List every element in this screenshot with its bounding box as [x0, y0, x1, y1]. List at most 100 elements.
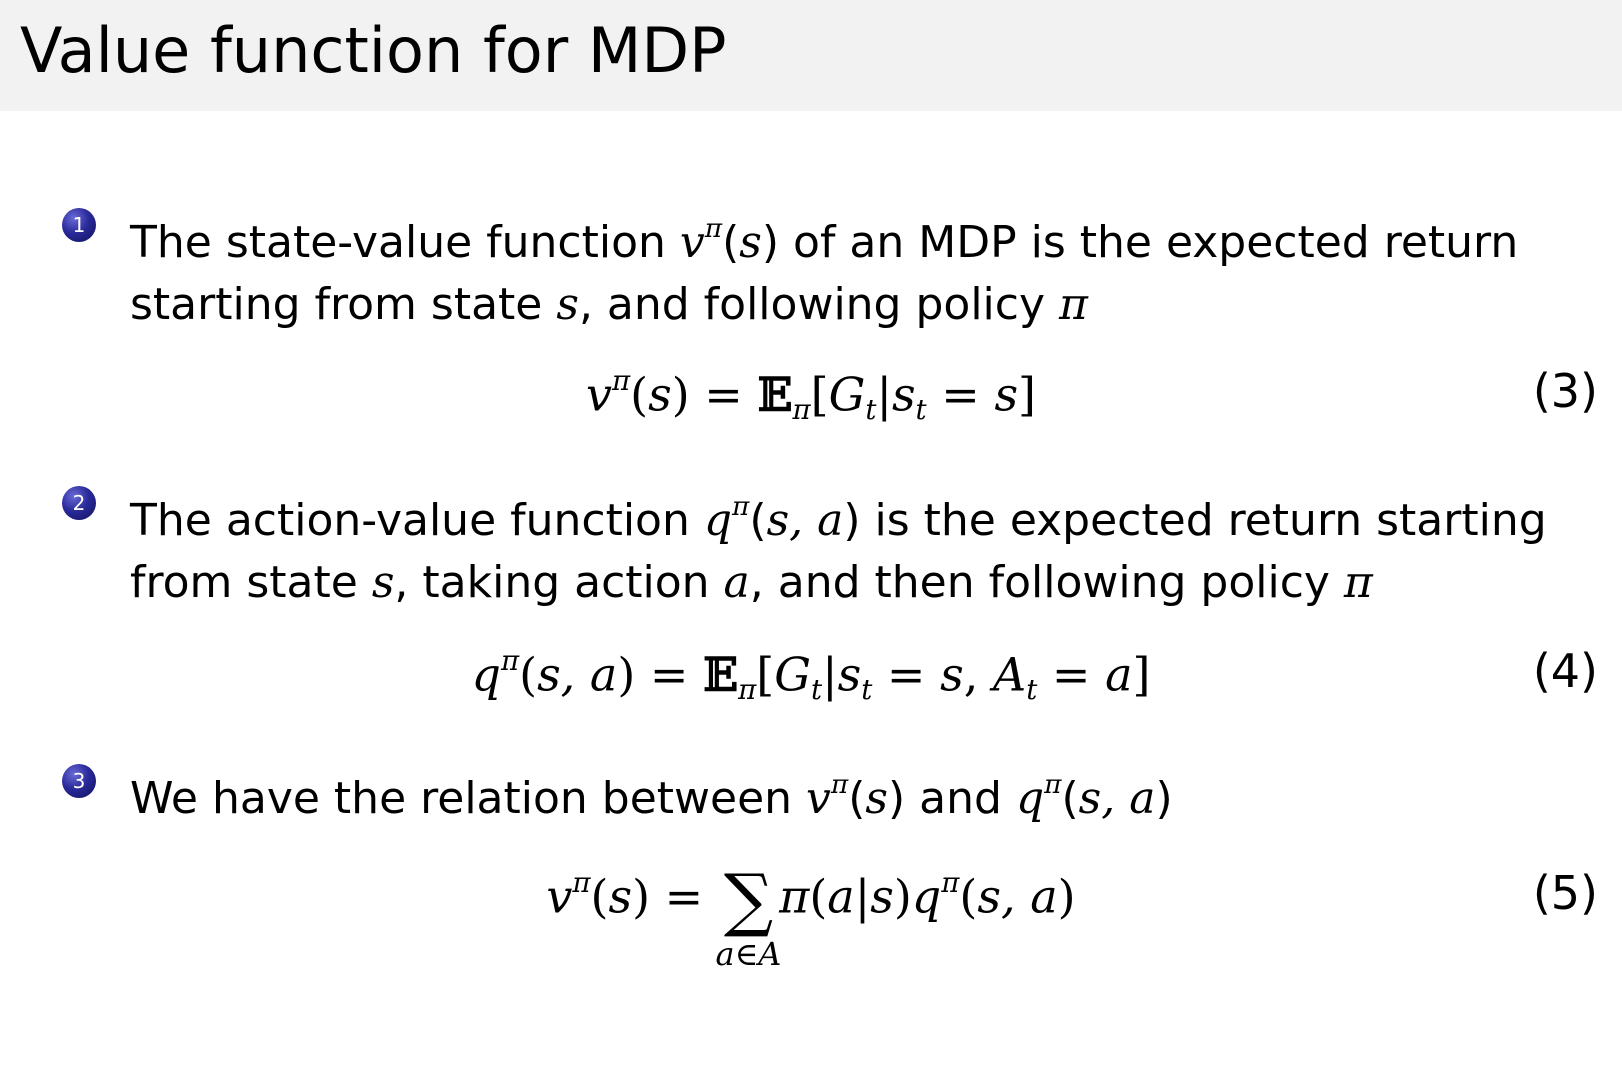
equation-4: qπ(s, a) = 𝔼π[Gt|st = s, At = a] (4) [0, 644, 1622, 706]
equation-token: s [940, 647, 964, 702]
equation-token: ] [1018, 367, 1036, 422]
equation-token: s [891, 367, 916, 422]
equation-number: (3) [1532, 364, 1598, 418]
text-run: , taking action [394, 556, 724, 608]
math-symbol: a [723, 556, 750, 608]
math-symbol: s [371, 556, 395, 608]
math-symbol: π [1058, 278, 1088, 330]
equation-token: ( [630, 367, 649, 422]
summation-subscript: a∈A [715, 935, 782, 974]
text-run: ) [888, 772, 906, 824]
equation-token: 𝔼 [703, 647, 739, 702]
text-run: ( [1061, 772, 1079, 824]
equation-token: | [854, 869, 871, 924]
equation-3: vπ(s) = 𝔼π[Gt|st = s] (3) [0, 364, 1622, 426]
equation-token: s [994, 367, 1019, 422]
equation-number: (5) [1532, 866, 1598, 920]
math-superscript: π [830, 769, 849, 800]
equation-token: π [738, 672, 757, 706]
text-run: The action-value function [130, 494, 704, 546]
equation-token: s, a [537, 647, 618, 702]
equation-token: ( [959, 869, 978, 924]
equation-token: ) = [671, 367, 758, 422]
equation-token: π [779, 869, 810, 924]
equation-token: [ [756, 647, 775, 702]
equation-token: a [1105, 647, 1133, 702]
equation-token: q [471, 647, 501, 702]
equation-token: ( [519, 647, 538, 702]
equation-token: G [774, 647, 811, 702]
equation-token: ) [893, 869, 912, 924]
item-text-line: starting from state s, and following pol… [130, 274, 1570, 336]
equation-token: = [1037, 647, 1106, 702]
equation-token: s [608, 869, 633, 924]
text-run: ( [749, 494, 767, 546]
equation-number: (4) [1532, 644, 1598, 698]
text-run: The state-value function [130, 216, 680, 268]
slide-header: Value function for MDP [0, 0, 1622, 111]
equation-token: t [811, 672, 823, 706]
equation-token: π [572, 866, 591, 899]
equation-token: s, a [977, 869, 1058, 924]
text-run: ) [843, 494, 861, 546]
math-superscript: π [732, 491, 750, 522]
item-text-line: We have the relation between vπ(s) and q… [130, 754, 1570, 830]
bullet-number-icon: 1 [62, 208, 96, 242]
equation-token: a [827, 869, 855, 924]
equation-token: t [1026, 672, 1038, 706]
text-run: is the expected return starting [860, 494, 1547, 546]
math-symbol: s [739, 216, 762, 268]
math-symbol: π [1343, 556, 1373, 608]
bullet-number-icon: 2 [62, 486, 96, 520]
math-symbol: q [1015, 772, 1045, 824]
text-run: of an MDP is the expected return [779, 216, 1519, 268]
text-run: from state [130, 556, 372, 608]
equation-token: ) = [632, 869, 718, 924]
slide-title: Value function for MDP [20, 14, 727, 87]
summation: ∑ a∈A [716, 866, 782, 974]
equation-token: G [828, 367, 866, 422]
equation-token: v [586, 367, 612, 422]
text-run: ) [1155, 772, 1173, 824]
text-run: , and following policy [578, 278, 1059, 330]
equation-token: π [792, 392, 811, 426]
equation-token: π [941, 866, 960, 899]
equation-token: s [870, 869, 894, 924]
summation-symbol: ∑ [723, 860, 774, 941]
text-run: , and then following policy [749, 556, 1344, 608]
item-text-line: from state s, taking action a, and then … [130, 552, 1570, 614]
equation-token: 𝔼 [757, 367, 793, 422]
equation-5: vπ(s) = ∑ a∈A π(a|s)qπ(s, a) (5) [0, 866, 1622, 974]
equation-token: s [648, 367, 672, 422]
math-symbol: s, a [1078, 772, 1156, 824]
math-symbol: v [679, 216, 705, 268]
equation-token: π [612, 364, 631, 397]
equation-token: = [926, 367, 995, 422]
equation-token: t [861, 672, 873, 706]
equation-token: ] [1132, 647, 1151, 702]
equation-body: vπ(s) = ∑ a∈A π(a|s)qπ(s, a) [546, 866, 1076, 974]
text-run: ) [761, 216, 780, 268]
math-symbol: v [806, 772, 831, 824]
math-symbol: s [865, 772, 889, 824]
math-superscript: π [704, 213, 723, 244]
equation-body: qπ(s, a) = 𝔼π[Gt|st = s, At = a] [472, 644, 1151, 706]
equation-token: [ [810, 367, 829, 422]
math-superscript: π [1044, 769, 1062, 800]
text-run: and [905, 772, 1016, 824]
equation-token: ( [809, 869, 828, 924]
equation-token: s [837, 647, 862, 702]
math-symbol: s [556, 278, 579, 330]
item-text-line: The action-value function qπ(s, a) is th… [130, 476, 1570, 552]
equation-token: t [865, 392, 877, 426]
equation-token: ) [1057, 869, 1076, 924]
text-run: We have the relation between [130, 772, 807, 824]
equation-token: | [822, 647, 838, 702]
item-text-line: The state-value function vπ(s) of an MDP… [130, 198, 1570, 274]
equation-token: ) = [617, 647, 704, 702]
equation-body: vπ(s) = 𝔼π[Gt|st = s] [586, 364, 1036, 426]
text-run: starting from state [130, 278, 557, 330]
item-text: The action-value function qπ(s, a) is th… [130, 476, 1570, 614]
equation-token: | [876, 367, 892, 422]
math-symbol: s, a [766, 494, 844, 546]
